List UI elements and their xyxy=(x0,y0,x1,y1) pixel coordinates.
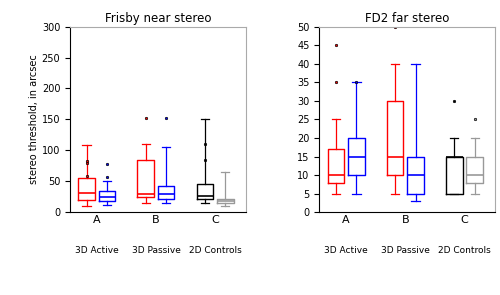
Text: 3D Active: 3D Active xyxy=(324,246,368,255)
Text: 3D Passive: 3D Passive xyxy=(381,246,430,255)
Title: Frisby near stereo: Frisby near stereo xyxy=(104,12,211,25)
Text: 2D Controls: 2D Controls xyxy=(188,246,242,255)
Text: 3D Passive: 3D Passive xyxy=(132,246,180,255)
Text: 3D Active: 3D Active xyxy=(75,246,118,255)
Text: 2D Controls: 2D Controls xyxy=(438,246,491,255)
Y-axis label: stereo threshold, in arcsec: stereo threshold, in arcsec xyxy=(29,55,39,184)
Title: FD2 far stereo: FD2 far stereo xyxy=(365,12,450,25)
